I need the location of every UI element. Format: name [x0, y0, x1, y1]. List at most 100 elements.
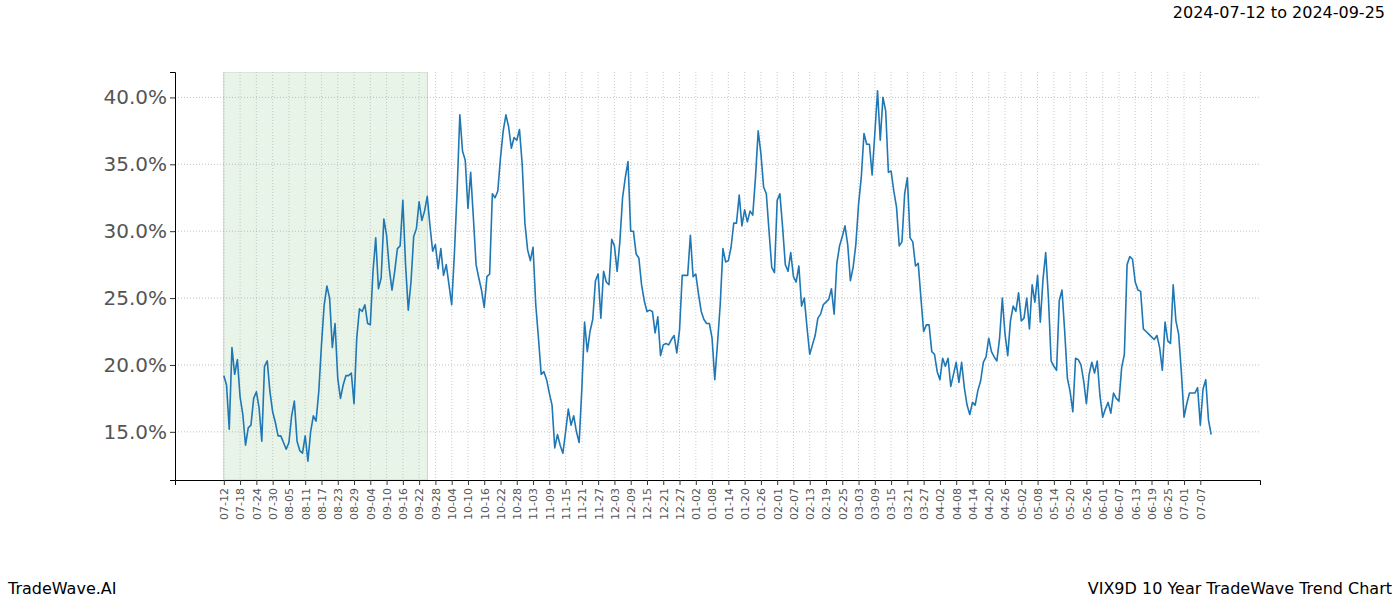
grid-line-x [907, 72, 908, 480]
grid-line-x [240, 72, 241, 480]
x-tick-label: 03-21 [902, 488, 915, 520]
x-tick: 02-25 [837, 480, 850, 520]
x-tick-label: 11-15 [560, 488, 573, 520]
x-tick-mark [240, 480, 241, 485]
x-tick: 01-14 [723, 480, 736, 520]
grid-line-y [175, 164, 1260, 165]
x-tick: 07-12 [218, 480, 231, 520]
subtitle: 2024-07-12 to 2024-09-25 [1173, 3, 1385, 22]
chart-container: 15.0%20.0%25.0%30.0%35.0%40.0% 07-1207-18… [0, 0, 1400, 600]
x-tick-label: 05-08 [1032, 488, 1045, 520]
x-axis-line [176, 481, 1261, 486]
x-tick-mark [614, 480, 615, 485]
x-tick-mark [387, 480, 388, 485]
chart-svg: 15.0%20.0%25.0%30.0%35.0%40.0% 07-1207-18… [0, 0, 1400, 600]
x-tick-label: 04-26 [999, 488, 1012, 520]
x-tick: 06-25 [1162, 480, 1175, 520]
x-tick-mark [1005, 480, 1006, 485]
grid-line-x [923, 72, 924, 480]
x-tick-mark [680, 480, 681, 485]
x-tick: 09-04 [365, 480, 378, 520]
y-tick-label: 25.0% [103, 286, 167, 310]
y-tick: 40.0% [103, 85, 175, 109]
grid-line-x [712, 72, 713, 480]
x-tick-mark [924, 480, 925, 485]
x-tick-mark [452, 480, 453, 485]
x-tick: 06-13 [1130, 480, 1143, 520]
grid-line-x [858, 72, 859, 480]
x-tick-mark [907, 480, 908, 485]
grid-line-x [1184, 72, 1185, 480]
grid-line-x [1021, 72, 1022, 480]
x-tick: 12-15 [641, 480, 654, 520]
x-tick-mark [1054, 480, 1055, 485]
x-tick: 05-02 [1016, 480, 1029, 520]
x-tick-mark [810, 480, 811, 485]
x-tick: 07-18 [234, 480, 247, 520]
x-tick: 01-26 [755, 480, 768, 520]
x-tick: 08-05 [283, 480, 296, 520]
x-tick-mark [1168, 480, 1169, 485]
x-tick-label: 05-26 [1081, 488, 1094, 520]
y-tick-mark [170, 164, 175, 165]
x-tick-label: 05-02 [1016, 488, 1029, 520]
x-tick-label: 12-21 [658, 488, 671, 520]
x-tick-label: 07-30 [267, 488, 280, 520]
highlight-band [224, 72, 427, 480]
grid-line-x [1151, 72, 1152, 480]
grid-line-x [663, 72, 664, 480]
x-tick-label: 01-08 [706, 488, 719, 520]
grid-line-x [549, 72, 550, 480]
grid-line-x [972, 72, 973, 480]
x-tick-mark [859, 480, 860, 485]
x-tick-mark [728, 480, 729, 485]
x-tick-label: 05-20 [1064, 488, 1077, 520]
x-tick-mark [793, 480, 794, 485]
x-axis: 07-1207-1807-2407-3008-0508-1108-1708-23… [176, 480, 1261, 520]
grid-line-x [842, 72, 843, 480]
x-tick: 10-28 [511, 480, 524, 520]
x-tick-label: 01-14 [723, 488, 736, 520]
x-tick-mark [598, 480, 599, 485]
x-tick-label: 09-28 [430, 488, 443, 520]
grid-line-x [500, 72, 501, 480]
x-tick-label: 08-17 [316, 488, 329, 520]
x-tick-label: 06-13 [1130, 488, 1143, 520]
x-tick: 02-07 [788, 480, 801, 520]
data-line [224, 91, 1211, 462]
x-tick-mark [956, 480, 957, 485]
x-tick-mark [403, 480, 404, 485]
x-tick-label: 03-15 [885, 488, 898, 520]
x-tick: 11-09 [544, 480, 557, 520]
x-tick-mark [419, 480, 420, 485]
x-tick-label: 08-29 [348, 488, 361, 520]
grid-line-x [467, 72, 468, 480]
y-tick-label: 40.0% [103, 85, 167, 109]
x-tick: 07-07 [1195, 480, 1208, 520]
x-tick: 06-01 [1097, 480, 1110, 520]
y-axis: 15.0%20.0%25.0%30.0%35.0%40.0% [103, 73, 175, 481]
x-tick: 02-13 [804, 480, 817, 520]
x-tick-label: 01-02 [690, 488, 703, 520]
y-tick: 15.0% [103, 420, 175, 444]
grid [175, 72, 1260, 480]
y-tick-mark [170, 97, 175, 98]
x-tick-mark [273, 480, 274, 485]
x-tick-label: 06-07 [1113, 488, 1126, 520]
x-tick: 06-19 [1146, 480, 1159, 520]
title: VIX9D 10 Year TradeWave Trend Chart [1088, 579, 1392, 598]
x-tick-label: 10-04 [446, 488, 459, 520]
x-tick-mark [582, 480, 583, 485]
x-tick-label: 06-01 [1097, 488, 1110, 520]
grid-line-x [533, 72, 534, 480]
grid-line-x [891, 72, 892, 480]
x-tick: 11-21 [576, 480, 589, 520]
x-tick: 03-15 [885, 480, 898, 520]
grid-line-x [581, 72, 582, 480]
x-tick-mark [745, 480, 746, 485]
x-tick: 03-21 [902, 480, 915, 520]
x-tick: 11-15 [560, 480, 573, 520]
x-tick-mark [1070, 480, 1071, 485]
x-tick-label: 04-20 [983, 488, 996, 520]
x-tick: 07-24 [251, 480, 264, 520]
